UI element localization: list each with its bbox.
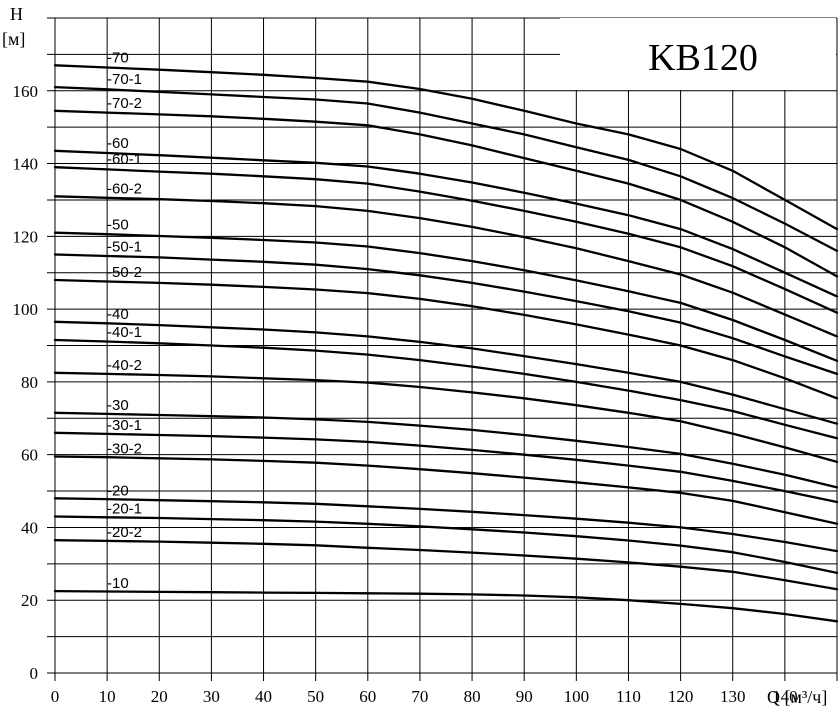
tick-labels: 0 10 20 30 40 50 60 70 80 90 100 110 120 130 140 0 20 40 6… [13,82,798,706]
y-tick-label: 160 [13,82,39,101]
curve-label: -40-2 [107,357,142,374]
y-tick-label: 60 [21,446,38,465]
curve-50-1 [53,253,839,376]
y-axis-unit: [м] [2,29,25,49]
curve-60-1 [53,166,839,314]
curve-70-1 [53,85,839,253]
curve-label: -40 [107,306,129,323]
y-tick-label: 100 [13,300,39,319]
curve-labels: -70 -70-1 -70-2 -60-60-1 -60-2 -50 -50-1 -50-2 -… [107,49,142,592]
curve-40 [53,320,839,425]
x-tick-label: 100 [564,687,590,706]
y-tick-label: 80 [21,373,38,392]
curve-20 [53,497,839,553]
curve-20-1 [53,515,839,575]
curve-label: -50-2 [107,264,142,281]
x-tick-label: 70 [411,687,428,706]
curve-50 [53,231,839,362]
curve-label: -40-1 [107,324,142,341]
x-tick-label: 140 [772,687,798,706]
curve-label: -50 [107,217,129,234]
curve-70 [53,64,839,231]
y-tick-label: 140 [13,155,39,174]
curve-30-1 [53,431,839,504]
curve-60 [53,149,839,298]
x-tick-label: 80 [464,687,481,706]
curve-20-2 [53,539,839,591]
x-tick-label: 50 [307,687,324,706]
x-tick-label: 60 [359,687,376,706]
curve-label: -30-2 [107,440,142,457]
curve-label: -70-1 [107,71,142,88]
curve-40-2 [53,371,839,464]
curve-40-1 [53,338,839,440]
x-tick-label: 130 [720,687,746,706]
x-tick-label: 0 [51,687,60,706]
y-tick-label: 40 [21,518,38,537]
curve-label: -30 [107,397,129,414]
x-tick-label: 90 [516,687,533,706]
y-tick-label: 20 [21,591,38,610]
curve-label: -70-2 [107,95,142,112]
y-tick-label: 120 [13,227,39,246]
curve-label: -20-2 [107,524,142,541]
curve-30-2 [53,455,839,525]
curve-label: -20-1 [107,501,142,518]
x-axis-label: Q [м³/ч] [767,687,827,707]
curve-10 [53,589,839,623]
curve-label: -60-1 [107,151,142,168]
title-box-mask [560,18,836,90]
x-tick-label: 10 [99,687,116,706]
curve-label: -30-1 [107,417,142,434]
curve-label: -10 [107,575,129,592]
curve-60-2 [53,195,839,338]
curve-label: -70 [107,49,129,66]
curve-label: -60 [107,135,129,152]
curve-70-2 [53,109,839,278]
curve-30 [53,411,839,489]
curve-label: -60-2 [107,180,142,197]
curve-50-2 [53,278,839,400]
x-tick-label: 30 [203,687,220,706]
x-tick-label: 110 [616,687,641,706]
curve-label: -50-1 [107,239,142,256]
x-tick-label: 20 [151,687,168,706]
x-tick-label: 120 [668,687,694,706]
curves [53,64,839,623]
chart-title: KB120 [648,37,758,79]
curve-label: -20 [107,482,129,499]
y-tick-label: 0 [30,664,39,683]
y-axis-label: H [10,4,23,24]
x-tick-label: 40 [255,687,272,706]
